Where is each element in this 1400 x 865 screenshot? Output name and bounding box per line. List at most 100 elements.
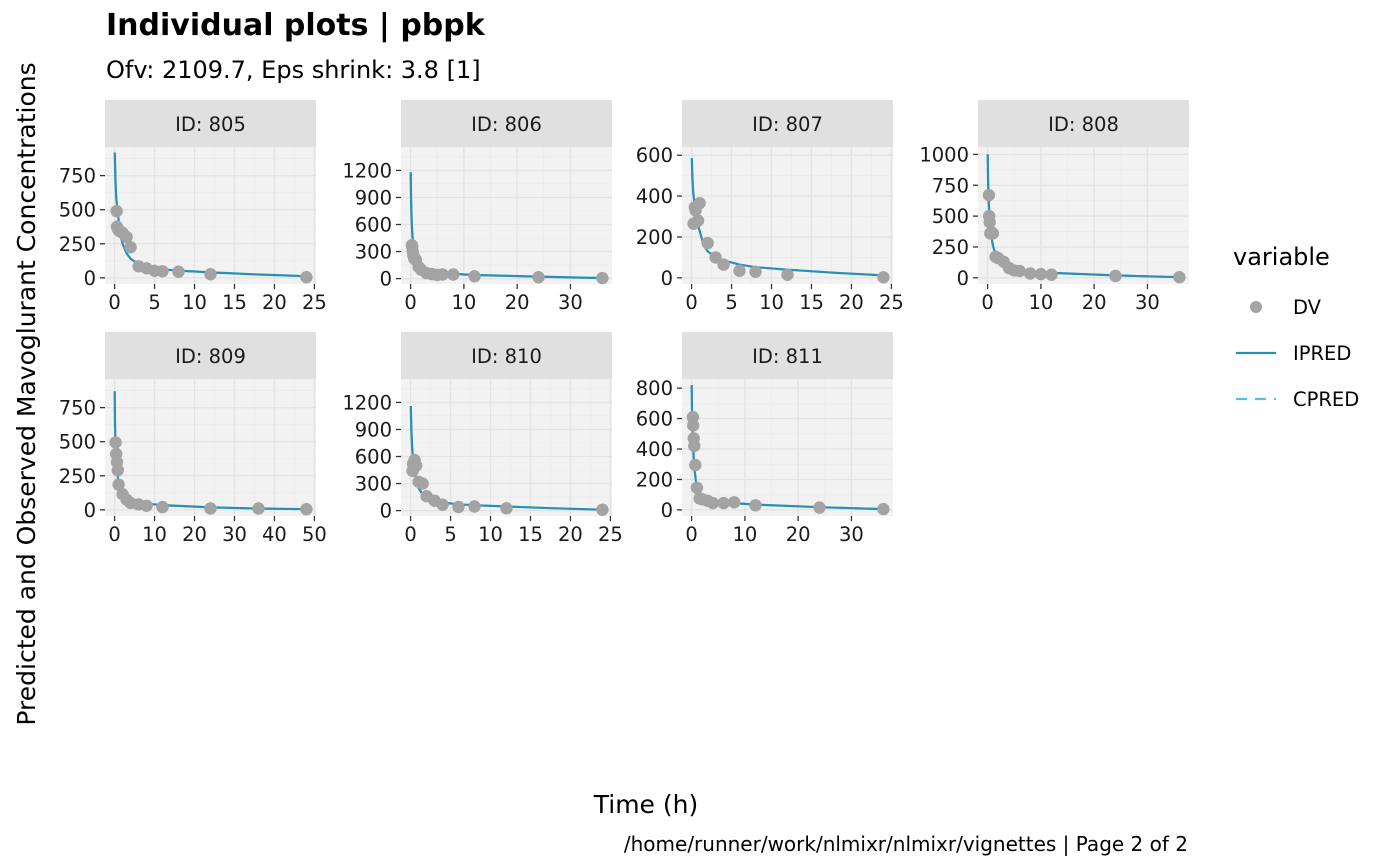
dv-point	[452, 500, 465, 514]
y-tick-label: 600	[636, 144, 673, 167]
y-tick-label: 0	[84, 267, 96, 290]
dv-point	[701, 236, 714, 250]
x-tick-label: 0	[685, 291, 697, 314]
chart-subtitle: Ofv: 2109.7, Eps shrink: 3.8 [1]	[106, 56, 481, 84]
x-tick-label: 20	[558, 523, 583, 546]
y-tick-label: 750	[59, 165, 96, 188]
x-tick-label: 10	[451, 291, 476, 314]
dv-point	[109, 436, 122, 449]
y-tick-label: 500	[932, 205, 969, 228]
y-tick-label: 200	[636, 468, 673, 491]
panel-4: ID: 808 0 10 20 30 0 250 500 750 1000	[919, 100, 1189, 314]
dv-point	[416, 477, 429, 490]
dv-point	[204, 268, 217, 281]
dv-point	[124, 241, 137, 254]
x-tick-label: 30	[222, 523, 247, 546]
x-tick-label: 0	[108, 523, 120, 546]
x-tick-label: 40	[262, 523, 287, 546]
dv-point	[112, 478, 125, 491]
y-tick-label: 1000	[919, 143, 969, 166]
y-tick-label: 200	[636, 226, 673, 249]
y-tick-label: 300	[355, 241, 392, 264]
dv-point	[410, 459, 423, 472]
dv-point	[500, 502, 513, 515]
panel-background	[105, 379, 316, 516]
dv-point	[877, 271, 890, 284]
y-tick-label: 600	[355, 446, 392, 469]
x-tick-label: 10	[478, 523, 503, 546]
facet-strip-label: ID: 809	[175, 345, 246, 368]
dv-point	[252, 502, 265, 515]
y-tick-label: 0	[957, 267, 969, 290]
x-tick-label: 0	[404, 523, 416, 546]
dv-point	[596, 271, 609, 285]
dv-point	[709, 251, 722, 264]
panel-6: ID: 810 0 5 10 15 20 25 0 300 600 900 1200	[342, 332, 623, 546]
dv-point	[813, 501, 826, 514]
dv-point	[532, 271, 545, 284]
dv-point	[781, 268, 794, 281]
y-tick-label: 500	[59, 199, 96, 222]
x-tick-label: 0	[685, 523, 697, 546]
dv-point	[691, 214, 705, 227]
facet-strip-label: ID: 806	[471, 113, 542, 136]
x-tick-label: 5	[444, 523, 456, 546]
x-tick-label: 5	[725, 291, 737, 314]
dv-point	[688, 439, 701, 453]
dv-point	[120, 230, 133, 244]
dv-point	[140, 499, 153, 512]
legend-dv-point-icon	[1250, 301, 1262, 313]
legend: variable DV IPRED CPRED	[1233, 243, 1359, 411]
facet-strip-label: ID: 807	[752, 113, 823, 136]
y-tick-label: 0	[380, 268, 392, 291]
x-tick-label: 5	[148, 291, 160, 314]
x-tick-label: 20	[505, 291, 530, 314]
dv-point	[468, 270, 481, 283]
legend-label-ipred: IPRED	[1293, 342, 1351, 365]
facet-strip	[105, 332, 316, 379]
y-tick-label: 400	[636, 438, 673, 461]
x-tick-label: 0	[404, 291, 416, 314]
x-tick-label: 20	[839, 291, 864, 314]
y-tick-label: 750	[59, 397, 96, 420]
y-tick-label: 300	[355, 473, 392, 496]
x-axis-title: Time (h)	[593, 790, 698, 819]
dv-point	[706, 496, 720, 510]
x-tick-label: 30	[558, 291, 583, 314]
panel-3: ID: 807 0 5 10 15 20 25 0 200 400 600	[636, 100, 904, 314]
x-tick-label: 15	[518, 523, 543, 546]
dv-point	[156, 500, 169, 514]
dv-point	[733, 264, 746, 277]
dv-point	[111, 464, 125, 477]
y-axis-title: Predicted and Observed Mavoglurant Conce…	[12, 62, 41, 725]
dv-point	[204, 502, 217, 515]
x-tick-label: 0	[981, 291, 993, 314]
y-tick-label: 900	[355, 186, 392, 209]
x-tick-label: 20	[262, 291, 287, 314]
dv-point	[436, 498, 449, 511]
x-tick-label: 10	[732, 523, 757, 546]
x-tick-label: 15	[799, 291, 824, 314]
facet-strip	[105, 100, 316, 147]
y-tick-label: 1200	[342, 159, 392, 182]
dv-point	[982, 188, 996, 202]
y-tick-label: 600	[355, 214, 392, 237]
dv-point	[877, 502, 890, 516]
x-tick-label: 10	[142, 523, 167, 546]
y-tick-label: 250	[59, 233, 96, 256]
facet-strip-label: ID: 811	[752, 345, 823, 368]
x-tick-label: 10	[182, 291, 207, 314]
y-tick-label: 500	[59, 431, 96, 454]
y-tick-label: 600	[636, 408, 673, 431]
page-caption: /home/runner/work/nlmixr/nlmixr/vignette…	[624, 832, 1188, 856]
dv-point	[689, 458, 702, 472]
dv-point	[717, 258, 730, 271]
x-tick-label: 20	[182, 523, 207, 546]
y-tick-label: 0	[380, 500, 392, 523]
y-tick-label: 0	[84, 499, 96, 522]
legend-label-cpred: CPRED	[1293, 388, 1359, 411]
y-tick-label: 400	[636, 185, 673, 208]
y-tick-label: 800	[636, 377, 673, 400]
dv-point	[1045, 268, 1058, 281]
